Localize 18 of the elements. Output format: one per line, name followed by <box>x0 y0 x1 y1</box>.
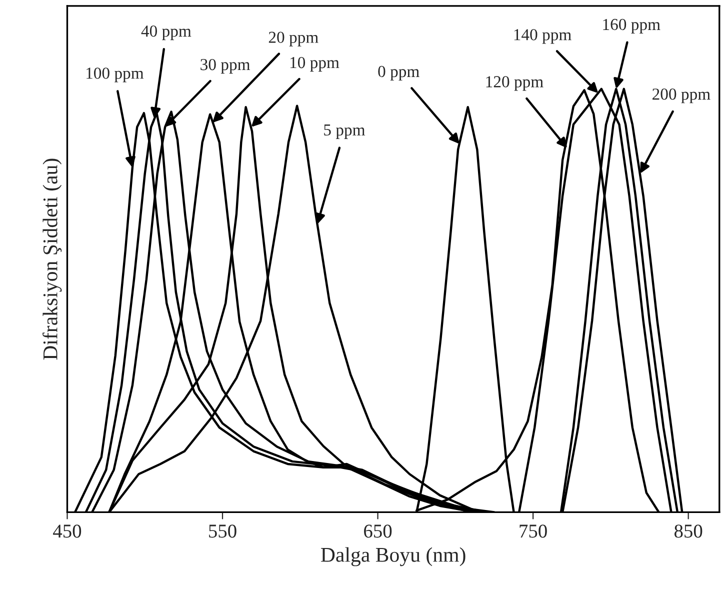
y-axis-title: Difraksiyon Şiddeti (au) <box>42 158 62 360</box>
annotation: 100 ppm <box>86 68 144 82</box>
annotation: 140 ppm <box>514 29 572 44</box>
x-tick-label: 550 <box>209 524 236 538</box>
annotation: 0 ppm <box>378 66 420 81</box>
annotation: 5 ppm <box>324 124 366 139</box>
annotation: 30 ppm <box>200 58 250 74</box>
annotation: 20 ppm <box>268 32 318 46</box>
annotation: 200 ppm <box>652 88 710 104</box>
x-tick-label: 650 <box>364 524 392 538</box>
x-tick-label: 450 <box>53 524 82 538</box>
x-axis-title: Dalga Boyu (nm) <box>321 547 466 566</box>
x-tick-label: 750 <box>520 524 547 538</box>
annotation: 40 ppm <box>141 25 192 40</box>
annotation: 120 ppm <box>486 76 544 91</box>
annotation: 10 ppm <box>290 56 340 72</box>
x-tick-label: 850 <box>674 524 702 538</box>
annotation: 160 ppm <box>603 18 660 34</box>
